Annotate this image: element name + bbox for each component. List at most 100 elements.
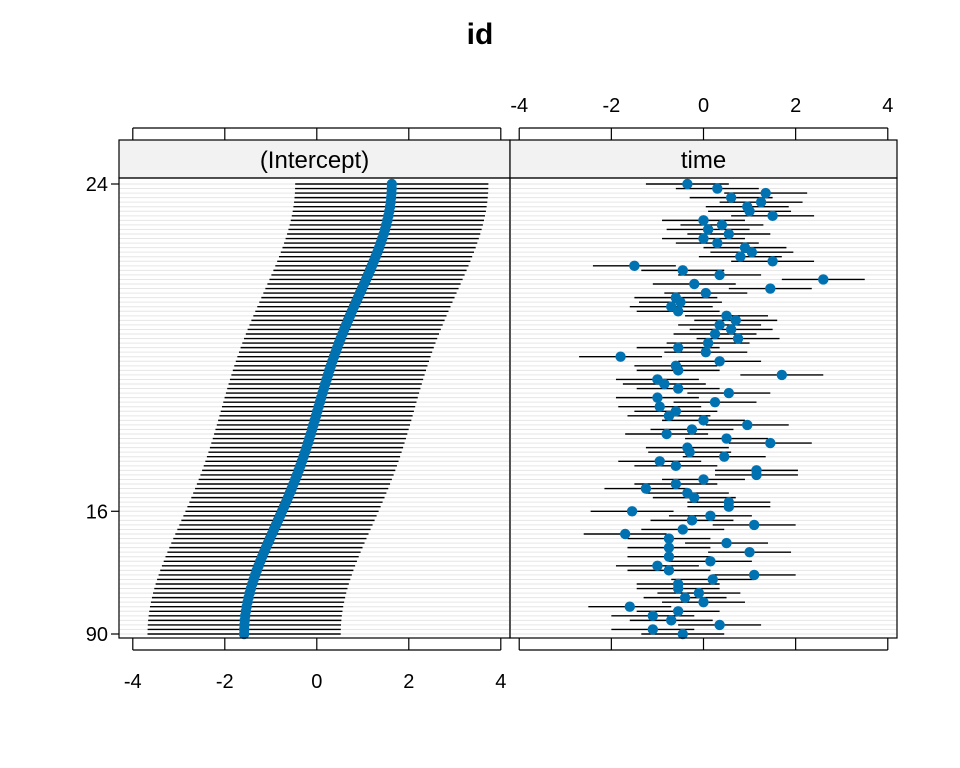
tick-label: 2 — [790, 95, 801, 117]
data-point — [767, 210, 778, 222]
points-intercept — [238, 178, 397, 640]
data-point — [652, 560, 663, 572]
data-point — [716, 219, 728, 231]
data-point — [714, 269, 725, 281]
data-point — [725, 192, 737, 203]
data-point — [712, 237, 723, 249]
data-point — [663, 410, 675, 422]
data-point — [702, 337, 714, 349]
data-point — [672, 306, 684, 317]
data-point — [652, 392, 663, 403]
y-tick-label: 90 — [86, 624, 108, 646]
data-point — [689, 278, 700, 290]
data-point — [721, 537, 732, 549]
data-point — [698, 233, 709, 244]
data-point — [818, 274, 829, 285]
data-point — [654, 401, 665, 412]
data-point — [721, 310, 732, 322]
data-point — [672, 383, 684, 394]
data-point — [647, 624, 659, 635]
data-point — [719, 451, 730, 462]
data-point — [626, 506, 638, 517]
data-point — [689, 492, 700, 503]
data-point — [707, 574, 718, 585]
data-point — [677, 628, 688, 640]
data-point — [659, 378, 670, 390]
data-point — [640, 483, 652, 494]
data-point — [700, 346, 712, 358]
data-point — [721, 433, 732, 444]
data-point — [723, 387, 735, 399]
tick-label: -4 — [510, 95, 528, 117]
data-point — [654, 456, 665, 467]
data-point — [744, 546, 755, 558]
data-point — [714, 319, 725, 331]
data-point — [672, 365, 684, 376]
data-point — [714, 619, 725, 631]
data-point — [776, 369, 788, 381]
data-point — [705, 510, 716, 522]
data-point — [767, 256, 778, 267]
chart-title: id — [467, 18, 494, 51]
ci-bars-time — [579, 183, 865, 635]
data-point — [624, 601, 635, 612]
data-point — [615, 351, 626, 362]
tick-label: 0 — [311, 671, 322, 693]
data-point — [663, 533, 675, 544]
strip-time — [509, 139, 898, 179]
data-point — [686, 515, 698, 526]
data-point — [666, 615, 677, 626]
data-point — [746, 246, 758, 258]
tick-label: -4 — [124, 671, 142, 693]
points-time — [615, 178, 829, 640]
tick-label: -2 — [602, 95, 620, 117]
gridlines-time — [510, 183, 897, 635]
data-point — [744, 206, 755, 217]
data-point — [672, 583, 684, 594]
data-point — [765, 437, 776, 449]
data-point — [700, 287, 712, 299]
data-point — [698, 596, 709, 608]
data-point — [702, 224, 714, 235]
data-point — [698, 474, 709, 485]
data-point — [682, 178, 693, 190]
tick-label: 4 — [495, 671, 506, 693]
data-point — [672, 606, 684, 617]
data-point — [742, 419, 753, 431]
data-point — [670, 478, 682, 490]
data-point — [647, 610, 659, 622]
data-point — [663, 551, 675, 562]
data-point — [723, 501, 735, 512]
data-point — [629, 260, 640, 272]
y-axis-labels: 24 16 90 — [86, 174, 119, 646]
data-point — [732, 333, 744, 344]
data-point — [684, 446, 695, 458]
data-point — [723, 228, 735, 240]
data-point — [712, 183, 723, 194]
data-point — [709, 328, 721, 340]
panel-intercept: (Intercept) -4 -2 0 2 4 — [118, 127, 511, 693]
tick-label: 4 — [882, 95, 893, 117]
tick-label: 2 — [403, 671, 414, 693]
data-point — [661, 428, 672, 440]
data-point — [735, 251, 746, 262]
data-point — [765, 283, 776, 294]
y-tick-label: 16 — [86, 501, 108, 523]
data-point — [755, 196, 767, 208]
data-point — [748, 569, 760, 581]
data-point — [686, 424, 698, 435]
data-point — [677, 265, 688, 276]
data-point — [693, 587, 705, 599]
data-point — [709, 396, 721, 408]
strip-label-time: time — [681, 147, 726, 174]
data-point — [672, 342, 684, 353]
data-point — [698, 215, 709, 226]
data-point — [663, 542, 675, 553]
data-point — [730, 315, 741, 326]
strip-label-intercept: (Intercept) — [260, 147, 369, 174]
data-point — [238, 628, 250, 640]
data-point — [675, 296, 686, 308]
data-point — [760, 187, 771, 199]
tick-label: -2 — [216, 671, 234, 693]
